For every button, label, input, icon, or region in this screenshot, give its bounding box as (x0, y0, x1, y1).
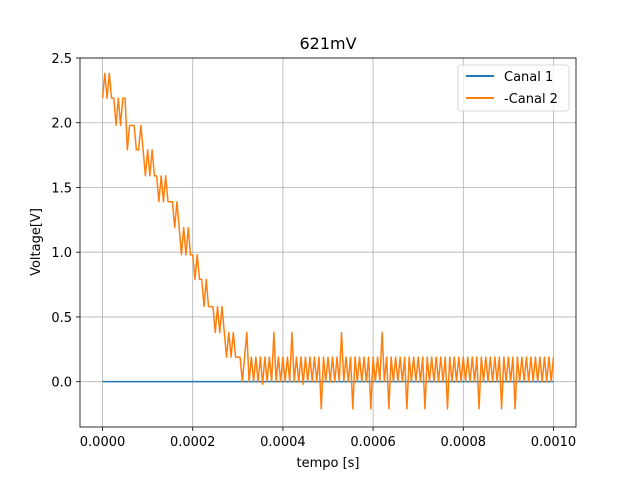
y-tick-label: 2.0 (51, 117, 72, 132)
series-lines (101, 72, 555, 410)
y-tick-label: 1.5 (51, 181, 72, 196)
x-axis-label: tempo [s] (296, 456, 359, 471)
plot-area-frame (79, 57, 577, 428)
series-line-canal-2 (101, 72, 555, 410)
legend: Canal 1 -Canal 2 (457, 64, 570, 112)
x-tick-label: 0.0006 (350, 435, 396, 450)
legend-label-canal-2: -Canal 2 (504, 92, 558, 107)
x-tick-label: 0.0008 (441, 435, 487, 450)
x-tick-label: 0.0004 (260, 435, 306, 450)
grid (80, 57, 576, 427)
y-tick-label: 1.0 (51, 246, 72, 261)
y-axis-label: Voltage[V] (29, 208, 44, 276)
axis-ticks: 0.0000 0.0002 0.0004 0.0006 0.0008 0.0010 0.0 0… (51, 52, 576, 450)
y-tick-label: 2.5 (51, 52, 72, 67)
chart-title: 621mV (299, 34, 356, 53)
y-tick-label: 0.5 (51, 311, 72, 326)
x-tick-label: 0.0002 (170, 435, 216, 450)
y-tick-label: 0.0 (51, 376, 72, 391)
x-tick-label: 0.0000 (80, 435, 126, 450)
legend-label-canal-1: Canal 1 (504, 70, 553, 85)
x-tick-label: 0.0010 (531, 435, 577, 450)
